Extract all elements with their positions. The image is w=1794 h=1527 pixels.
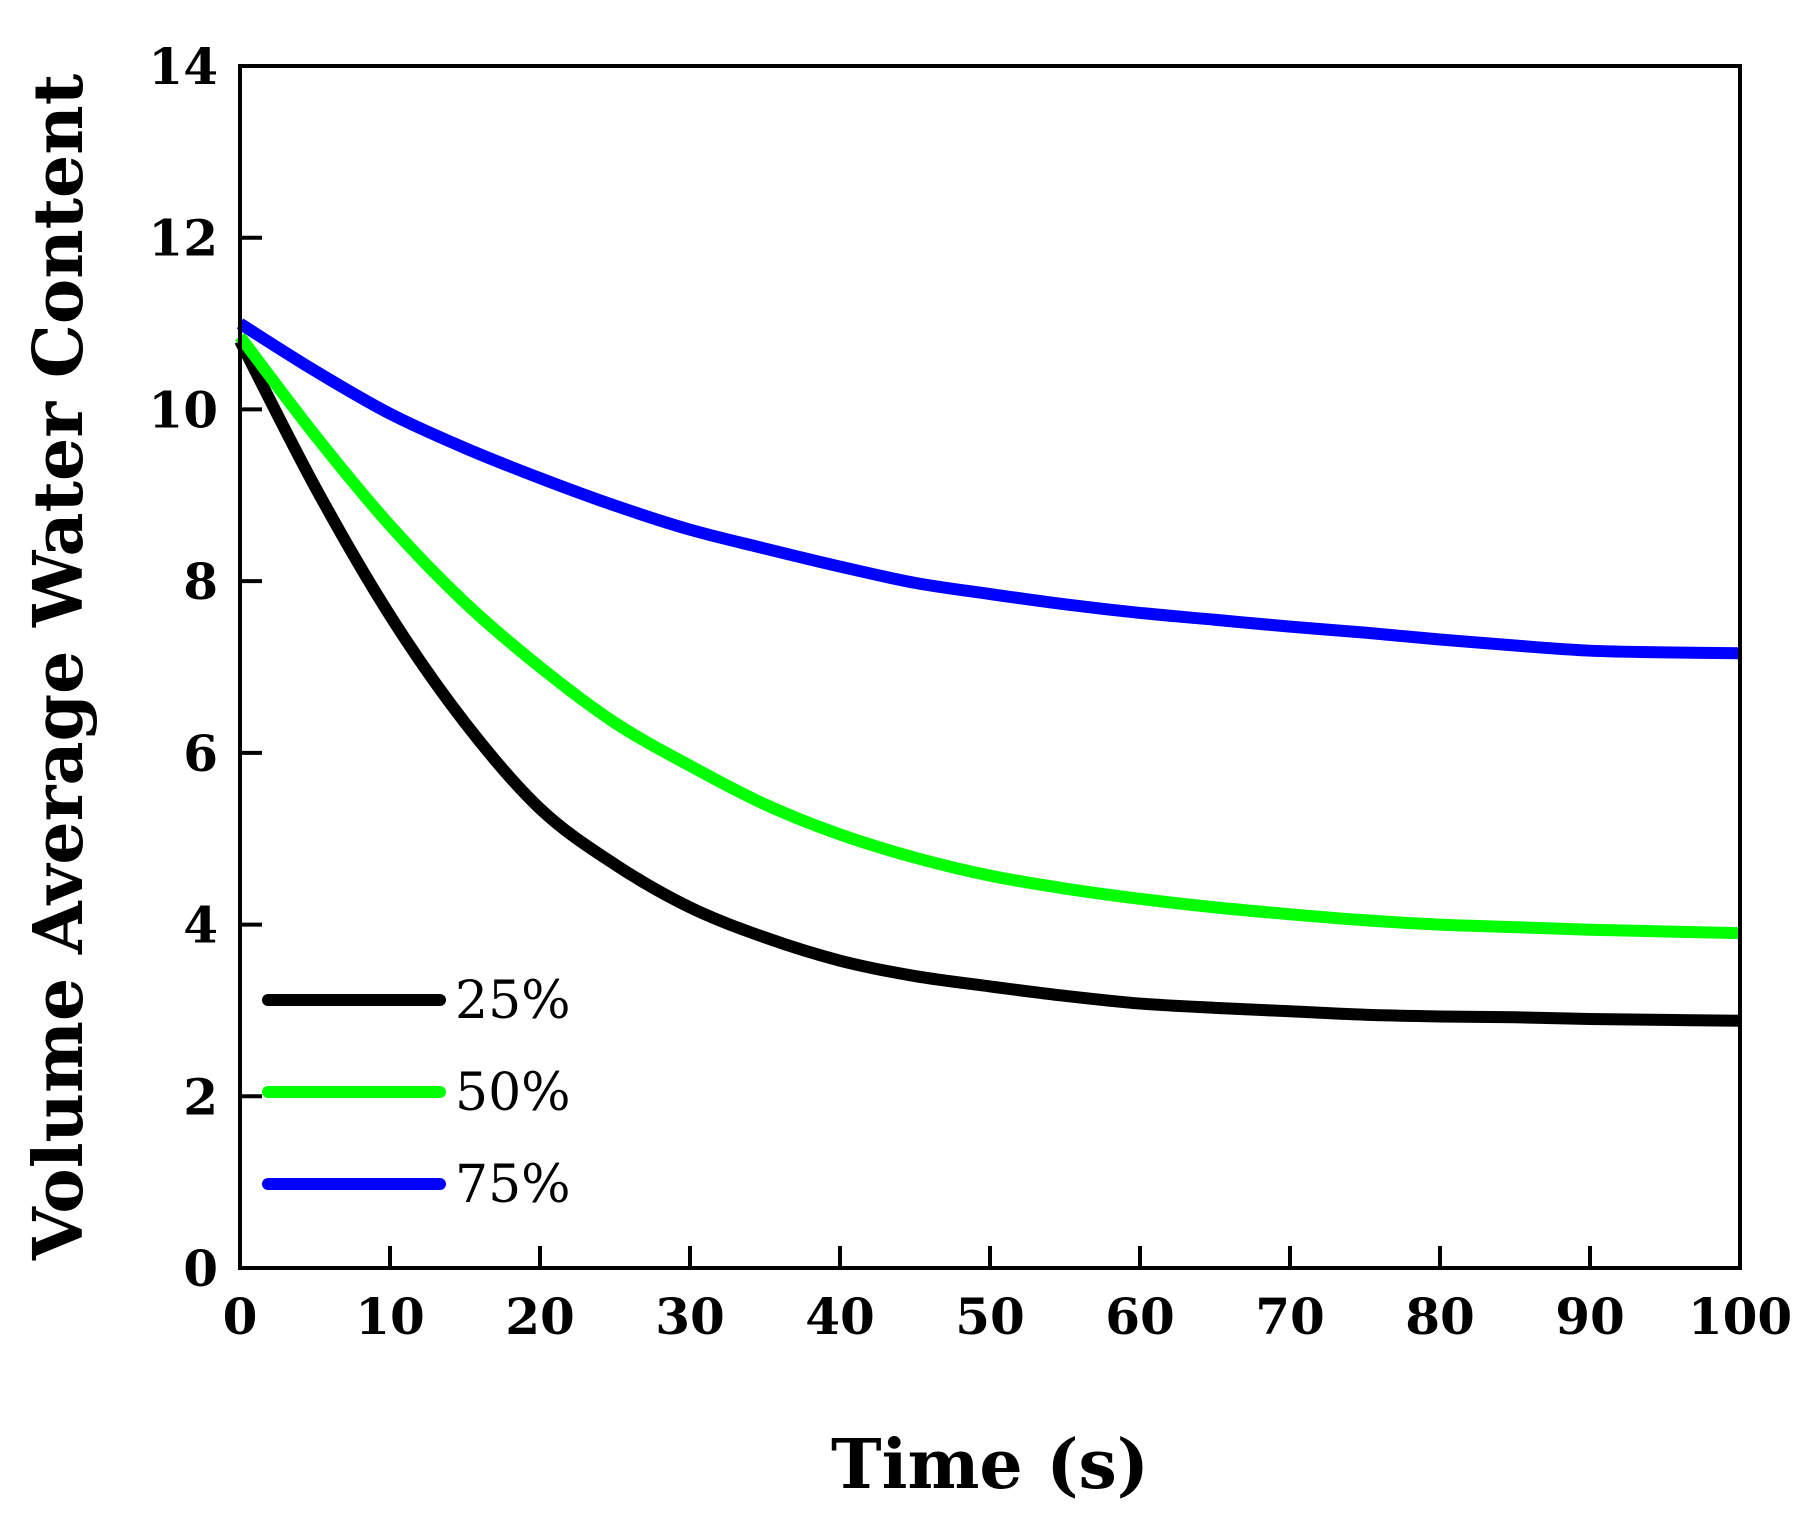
- y-tick-label: 6: [183, 724, 218, 783]
- x-tick-label: 80: [1405, 1287, 1475, 1346]
- x-tick-label: 90: [1555, 1287, 1625, 1346]
- y-tick-label: 10: [148, 380, 218, 439]
- series-line-25pct: [234, 337, 1741, 1027]
- ticks-layer: 0 10 20 30 40 50 60 70 80 90 100 0 2 4 6 8 10 12 14: [148, 37, 1792, 1346]
- y-tick-label: 12: [148, 209, 218, 268]
- legend-label-75pct: 75%: [455, 1155, 571, 1215]
- series-line-50pct: [235, 332, 1741, 940]
- x-tick-label: 40: [805, 1287, 875, 1346]
- x-tick-label: 100: [1688, 1287, 1792, 1346]
- x-tick-label: 50: [955, 1287, 1025, 1346]
- x-tick-label: 20: [505, 1287, 575, 1346]
- x-tick-label: 70: [1255, 1287, 1325, 1346]
- y-axis-title: Volume Average Water Content: [19, 73, 99, 1261]
- series-layer: [234, 318, 1741, 1027]
- x-tick-label: 0: [223, 1287, 258, 1346]
- y-tick-label: 2: [183, 1067, 218, 1126]
- legend: 25% 50% 75%: [262, 971, 571, 1215]
- legend-label-25pct: 25%: [455, 971, 571, 1031]
- x-tick-label: 30: [655, 1287, 725, 1346]
- y-tick-label: 4: [183, 896, 218, 955]
- x-axis-title: Time (s): [831, 1425, 1149, 1505]
- x-tick-label: 60: [1105, 1287, 1175, 1346]
- series-line-75pct: [236, 318, 1741, 660]
- legend-label-50pct: 50%: [455, 1063, 571, 1123]
- x-tick-label: 10: [355, 1287, 425, 1346]
- y-tick-label: 8: [183, 552, 218, 611]
- y-tick-label: 14: [148, 37, 218, 96]
- y-tick-label: 0: [183, 1239, 218, 1298]
